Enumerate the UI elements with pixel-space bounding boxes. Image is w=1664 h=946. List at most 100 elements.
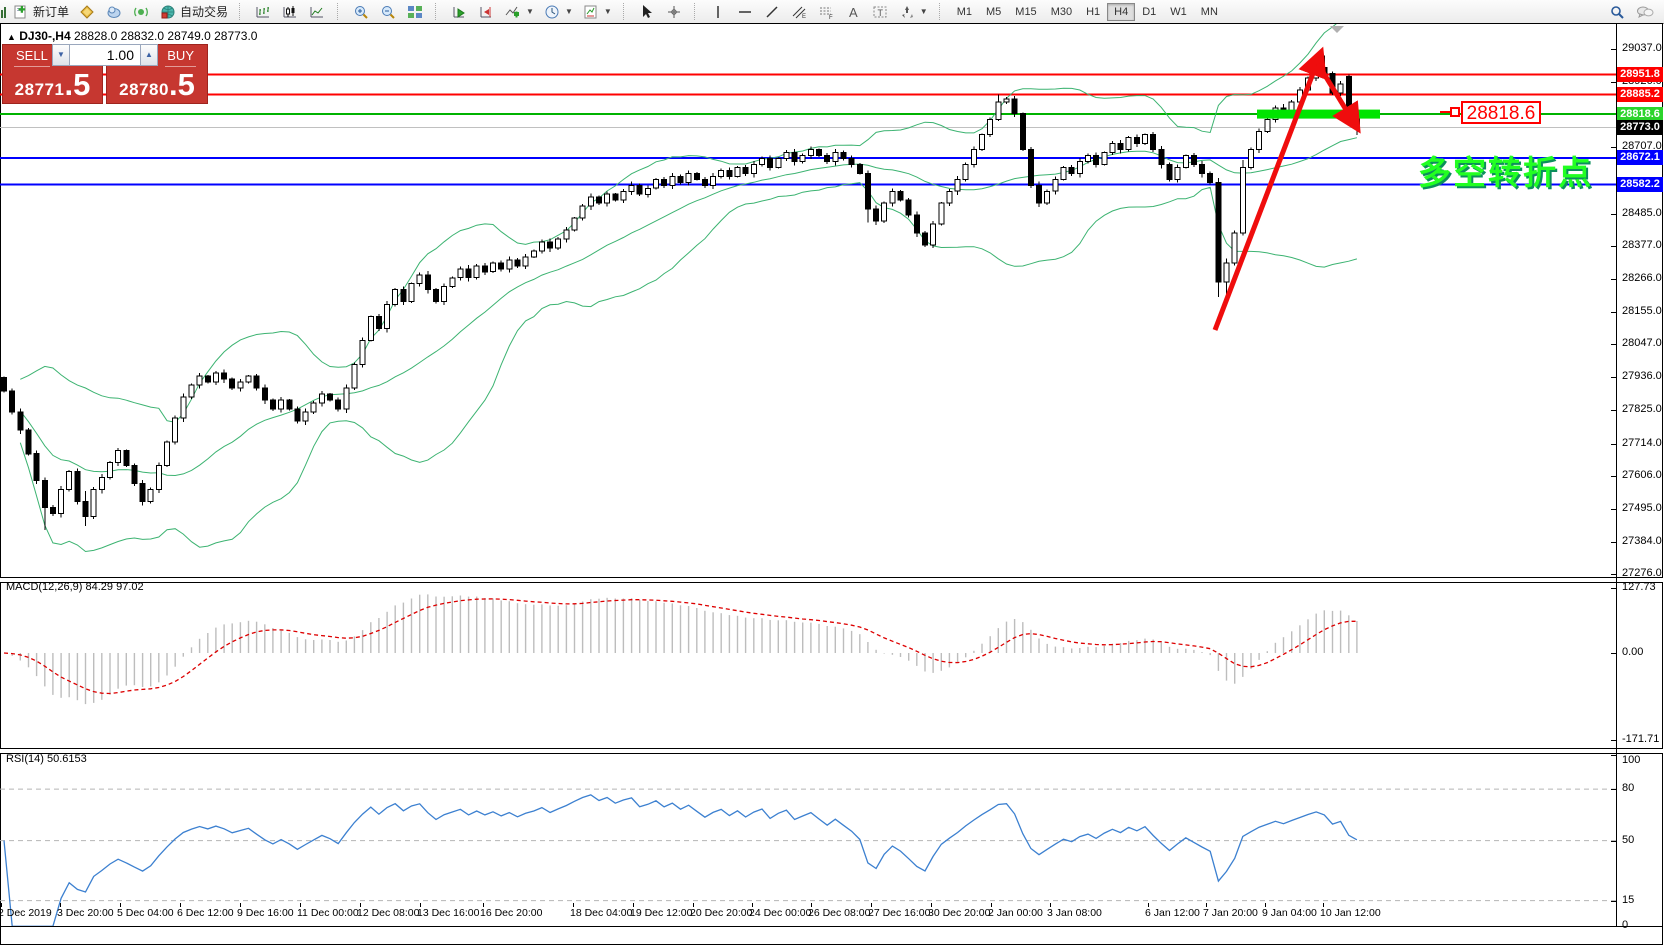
time-axis-tick xyxy=(991,903,992,907)
chart-canvas[interactable] xyxy=(0,23,1616,927)
price-tick-dash xyxy=(1611,214,1616,215)
new-order-button[interactable]: 新订单 xyxy=(8,2,74,21)
auto-scroll-button[interactable] xyxy=(446,2,473,21)
time-axis-label: 18 Dec 04:00 xyxy=(570,907,633,919)
zoom-out-button[interactable] xyxy=(375,2,402,21)
zoom-in-button[interactable] xyxy=(348,2,375,21)
autotrade-button[interactable]: 自动交易 xyxy=(155,2,233,21)
market-watch-icon xyxy=(106,4,123,20)
chart-shift-button[interactable] xyxy=(473,2,500,21)
macd-scale-dash xyxy=(1611,588,1616,589)
trendline-button[interactable] xyxy=(759,2,786,21)
new-order-label: 新订单 xyxy=(33,5,70,19)
toolbar-separator xyxy=(938,3,947,20)
timeframe-M5[interactable]: M5 xyxy=(979,3,1008,21)
price-level-badge: 28582.2 xyxy=(1617,177,1663,192)
volume-input[interactable] xyxy=(70,44,140,66)
price-tick-dash xyxy=(1611,279,1616,280)
time-axis-label: 9 Dec 16:00 xyxy=(237,907,294,919)
search-button[interactable] xyxy=(1604,2,1631,21)
time-axis-tick xyxy=(360,903,361,907)
rsi-scale-label: 15 xyxy=(1622,894,1635,906)
horizontal-line-button[interactable] xyxy=(732,2,759,21)
indicators-button[interactable]: ▼ xyxy=(500,2,539,21)
timeframe-D1[interactable]: D1 xyxy=(1135,3,1163,21)
time-axis-label: 13 Dec 16:00 xyxy=(417,907,480,919)
toolbar-separator xyxy=(239,3,247,20)
symbols-icon xyxy=(79,4,96,20)
candlestick-chart-button[interactable] xyxy=(277,2,304,21)
volume-decrease-button[interactable]: ▼ xyxy=(52,44,70,66)
price-tick-label: 29037.0 xyxy=(1622,42,1662,54)
time-axis-label: 2 Jan 00:00 xyxy=(988,907,1043,919)
price-tick-label: 27936.0 xyxy=(1622,370,1662,382)
toolbar-separator xyxy=(693,3,702,20)
symbols-button[interactable] xyxy=(74,2,101,21)
line-chart-button[interactable] xyxy=(304,2,331,21)
time-axis-tick xyxy=(871,903,872,907)
price-tick-dash xyxy=(1611,476,1616,477)
price-tick-dash xyxy=(1611,410,1616,411)
periods-button[interactable]: ▼ xyxy=(539,2,578,21)
macd-scale-dash xyxy=(1611,653,1616,654)
time-axis-tick xyxy=(1,903,2,907)
signals-button[interactable] xyxy=(128,2,155,21)
svg-text:A: A xyxy=(849,5,858,20)
svg-text:T: T xyxy=(877,8,883,18)
cursor-button[interactable] xyxy=(634,2,661,21)
dropdown-caret: ▼ xyxy=(919,7,928,16)
trendline-icon xyxy=(764,4,781,20)
sell-price: 28771.5 xyxy=(14,67,91,102)
templates-button[interactable]: ▼ xyxy=(578,2,617,21)
bar-chart-button[interactable] xyxy=(250,2,277,21)
timeframe-H4[interactable]: H4 xyxy=(1107,2,1136,21)
chart-ohlc-values: 28828.0 28832.0 28749.0 28773.0 xyxy=(73,29,258,43)
buy-price: 28780.5 xyxy=(119,67,195,102)
macd-scale-label: 0.00 xyxy=(1622,646,1644,658)
rsi-scale-dash xyxy=(1611,789,1616,790)
timeframe-W1[interactable]: W1 xyxy=(1163,3,1194,21)
macd-label: MACD(12,26,9) 84.29 97.02 xyxy=(6,581,144,593)
timeframe-M30[interactable]: M30 xyxy=(1044,3,1079,21)
pane-divider-rsi[interactable] xyxy=(0,748,1663,754)
market-watch-button[interactable] xyxy=(101,2,128,21)
fibonacci-button[interactable]: F xyxy=(813,2,840,21)
macd-scale-label: 127.73 xyxy=(1622,581,1656,593)
price-tick-dash xyxy=(1611,542,1616,543)
pivot-annotation-text[interactable]: 多空转折点 xyxy=(1418,154,1593,191)
text-button[interactable]: A xyxy=(840,2,867,21)
chat-button[interactable] xyxy=(1631,2,1658,21)
pane-divider-macd[interactable] xyxy=(0,577,1663,583)
time-axis-tick xyxy=(1323,903,1324,907)
vertical-line-button[interactable] xyxy=(705,2,732,21)
signals-icon xyxy=(133,4,150,20)
zoom-out-icon xyxy=(380,4,397,20)
time-axis-label: 16 Dec 20:00 xyxy=(480,907,543,919)
channel-button[interactable]: E xyxy=(786,2,813,21)
autotrade-label: 自动交易 xyxy=(180,5,229,19)
rsi-scale-label: 80 xyxy=(1622,782,1635,794)
time-axis-tick xyxy=(931,903,932,907)
timeframe-H1[interactable]: H1 xyxy=(1079,3,1107,21)
timeframe-M1[interactable]: M1 xyxy=(950,3,979,21)
arrows-button[interactable]: ▼ xyxy=(894,2,933,21)
toolbar-separator xyxy=(622,3,631,20)
volume-increase-button[interactable]: ▲ xyxy=(140,44,158,66)
time-axis-label: 30 Dec 20:00 xyxy=(928,907,991,919)
arrows-icon xyxy=(899,4,916,20)
crosshair-button[interactable] xyxy=(661,2,688,21)
time-axis-label: 12 Dec 08:00 xyxy=(357,907,420,919)
chart-window[interactable]: ▲ DJ30-,H4 28828.0 28832.0 28749.0 28773… xyxy=(0,23,1663,945)
text-label-button[interactable]: T xyxy=(867,2,894,21)
price-tick-label: 27825.0 xyxy=(1622,403,1662,415)
tile-windows-button[interactable] xyxy=(402,2,429,21)
time-axis-label: 6 Jan 12:00 xyxy=(1145,907,1200,919)
price-flag-label[interactable]: 28818.6 xyxy=(1461,101,1541,124)
channel-icon: E xyxy=(791,4,808,20)
time-axis-label: 20 Dec 20:00 xyxy=(690,907,753,919)
time-axis-label: 19 Dec 12:00 xyxy=(630,907,693,919)
time-axis-label: 24 Dec 00:00 xyxy=(749,907,812,919)
timeframe-M15[interactable]: M15 xyxy=(1008,3,1043,21)
timeframe-MN[interactable]: MN xyxy=(1194,3,1225,21)
templates-icon xyxy=(583,4,600,20)
